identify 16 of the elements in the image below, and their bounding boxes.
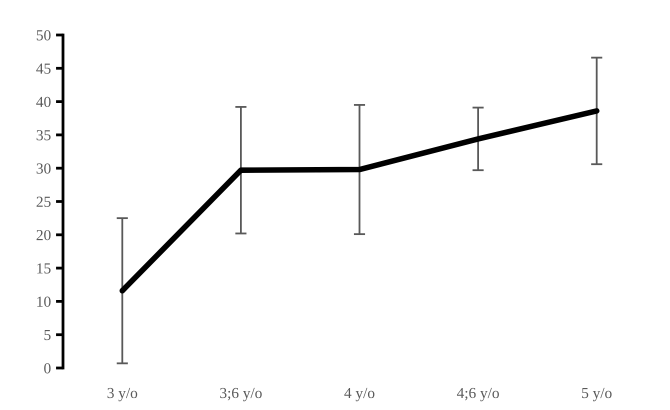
y-tick-label: 10 bbox=[37, 296, 51, 307]
x-tick-label: 4;6 y/o bbox=[456, 388, 499, 402]
y-tick-label: 30 bbox=[36, 163, 51, 174]
y-tick-label: 15 bbox=[37, 263, 51, 274]
y-tick-label: 45 bbox=[36, 64, 51, 74]
y-tick-label: 50 bbox=[36, 30, 51, 40]
y-tick-label: 20 bbox=[36, 230, 51, 240]
y-tick-label: 0 bbox=[44, 363, 51, 374]
y-tick-label: 35 bbox=[36, 130, 51, 140]
x-tick-label: 4 y/o bbox=[344, 388, 374, 402]
y-tick-label: 40 bbox=[36, 96, 51, 108]
x-tick-label: 3;6 y/o bbox=[220, 388, 262, 402]
x-tick-label: 3 y/o bbox=[108, 388, 138, 402]
y-tick-label: 25 bbox=[36, 196, 51, 207]
x-tick-label: 5 y/o bbox=[582, 388, 612, 402]
y-tick-label: 5 bbox=[44, 330, 51, 340]
